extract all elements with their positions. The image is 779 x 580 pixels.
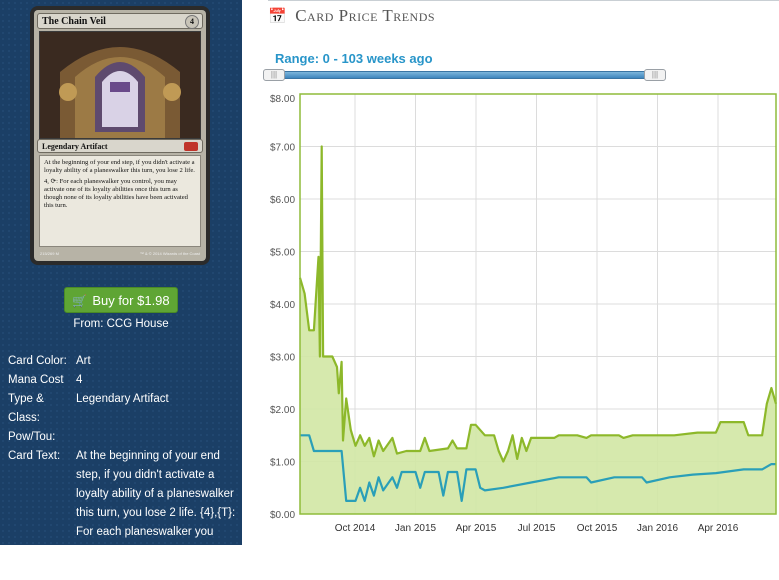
range-label: Range: 0 - 103 weeks ago bbox=[275, 51, 433, 66]
cart-icon: 🛒 bbox=[72, 294, 88, 308]
detail-row: Mana Cost 4 bbox=[8, 371, 238, 390]
slider-track[interactable] bbox=[265, 71, 666, 79]
x-tick-label: Jan 2016 bbox=[637, 523, 679, 534]
x-tick-label: Oct 2015 bbox=[577, 523, 618, 534]
chain-veil-art-icon bbox=[40, 32, 200, 138]
x-tick-label: Jan 2015 bbox=[395, 523, 437, 534]
detail-value bbox=[76, 428, 238, 447]
x-tick-label: Jul 2015 bbox=[518, 523, 556, 534]
price-series-line bbox=[298, 145, 778, 463]
card-name: The Chain Veil bbox=[42, 16, 106, 27]
detail-key: Card Text: bbox=[8, 450, 61, 462]
chart-series bbox=[298, 145, 778, 514]
set-symbol-icon bbox=[184, 142, 198, 151]
mana-symbol-icon: 4 bbox=[185, 15, 199, 29]
detail-value: Art bbox=[76, 355, 91, 367]
slider-handle-start[interactable]: ||| bbox=[263, 69, 285, 81]
y-tick-label: $8.00 bbox=[270, 94, 295, 105]
vendor-label: From: CCG House bbox=[73, 318, 169, 330]
card-frame: The Chain Veil 4 Legendary Artifact bbox=[34, 10, 206, 261]
card-collector-number: 215/269 M bbox=[40, 251, 59, 256]
y-tick-label: $1.00 bbox=[270, 458, 295, 469]
x-tick-label: Apr 2015 bbox=[456, 523, 497, 534]
y-tick-label: $4.00 bbox=[270, 300, 295, 311]
detail-row: Card Text: At the beginning of your end … bbox=[8, 447, 238, 580]
calendar-icon: 📅 bbox=[268, 9, 288, 25]
card-panel: The Chain Veil 4 Legendary Artifact bbox=[0, 0, 242, 576]
detail-row: Pow/Tou: bbox=[8, 428, 238, 447]
card-rules-text-2: 4, ⟳: For each planeswalker you control,… bbox=[44, 178, 188, 209]
buy-button[interactable]: 🛒 Buy for $1.98 bbox=[64, 287, 178, 313]
x-axis: Oct 2014 Jan 2015 Apr 2015 Jul 2015 Oct 2015… bbox=[335, 523, 739, 534]
card-details: Card Color: Art Mana Cost 4 Type & Class… bbox=[8, 352, 238, 580]
slider-handle-end[interactable]: ||| bbox=[644, 69, 666, 81]
y-tick-label: $6.00 bbox=[270, 195, 295, 206]
series-area-fill bbox=[300, 146, 776, 514]
detail-key: Card Color: bbox=[8, 355, 67, 367]
detail-value: 4 bbox=[76, 374, 83, 386]
detail-key: Mana Cost bbox=[8, 374, 64, 386]
detail-key: Type & Class: bbox=[8, 393, 44, 424]
y-tick-label: $3.00 bbox=[270, 353, 295, 364]
card-type-line: Legendary Artifact bbox=[37, 139, 203, 153]
card-artwork bbox=[39, 31, 201, 139]
y-axis: $0.00 $1.00 $2.00 $3.00 $4.00 $5.00 $6.00 $7.00… bbox=[270, 94, 295, 521]
range-slider[interactable]: ||| ||| bbox=[263, 69, 666, 81]
detail-key: Pow/Tou: bbox=[8, 431, 56, 443]
y-tick-label: $5.00 bbox=[270, 248, 295, 259]
detail-row: Card Color: Art bbox=[8, 352, 238, 371]
card-type: Legendary Artifact bbox=[42, 142, 108, 151]
card-rules-text: At the beginning of your end step, if yo… bbox=[39, 155, 201, 247]
price-chart: $0.00 $1.00 $2.00 $3.00 $4.00 $5.00 $6.00 $7.00… bbox=[270, 93, 778, 534]
y-tick-label: $0.00 bbox=[270, 510, 295, 521]
card-title-bar: The Chain Veil 4 bbox=[37, 13, 203, 29]
buy-button-label: Buy for $1.98 bbox=[92, 293, 170, 308]
detail-value: Legendary Artifact bbox=[76, 393, 169, 405]
detail-row: Type & Class: Legendary Artifact bbox=[8, 390, 238, 428]
card-image: The Chain Veil 4 Legendary Artifact bbox=[30, 6, 210, 265]
chart-title: Card Price Trends bbox=[295, 6, 436, 25]
top-divider bbox=[268, 0, 779, 1]
card-copyright: ™ & © 2014 Wizards of the Coast bbox=[139, 251, 200, 256]
detail-value: At the beginning of your end step, if yo… bbox=[76, 450, 236, 576]
chart-header: 📅 Card Price Trends bbox=[268, 6, 435, 34]
foil-price-series-line bbox=[300, 434, 776, 502]
card-rules-text-1: At the beginning of your end step, if yo… bbox=[44, 159, 195, 174]
card-footer: 215/269 M ™ & © 2014 Wizards of the Coas… bbox=[40, 249, 200, 259]
x-tick-label: Apr 2016 bbox=[698, 523, 739, 534]
y-tick-label: $2.00 bbox=[270, 405, 295, 416]
plot-frame bbox=[299, 93, 777, 515]
x-tick-label: Oct 2014 bbox=[335, 523, 376, 534]
y-tick-label: $7.00 bbox=[270, 143, 295, 154]
